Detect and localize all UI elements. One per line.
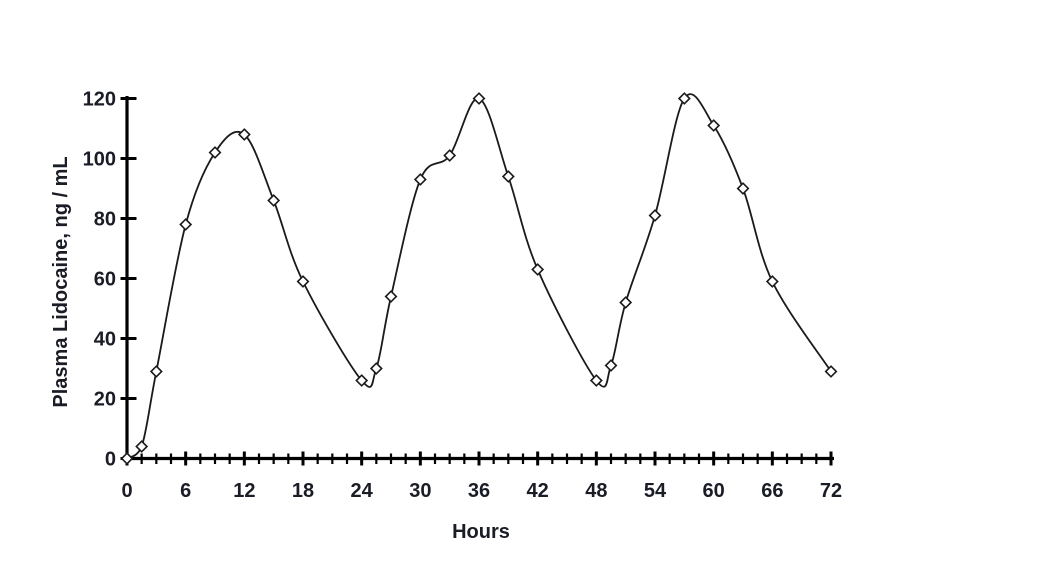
y-tick-label: 0 — [105, 449, 116, 471]
x-tick-label: 66 — [761, 480, 783, 502]
x-tick-label: 48 — [585, 480, 607, 502]
data-point-marker — [296, 275, 310, 288]
x-tick-label: 42 — [527, 480, 549, 502]
x-tick-label: 54 — [644, 480, 667, 502]
data-point-marker — [120, 452, 134, 465]
data-point-marker — [413, 173, 427, 186]
data-point-marker — [472, 92, 486, 105]
x-tick-label: 60 — [703, 480, 725, 502]
data-point-marker — [619, 296, 633, 309]
data-point-marker — [736, 182, 750, 195]
data-point-marker — [589, 374, 603, 387]
data-point-marker — [355, 374, 369, 387]
data-point-marker — [135, 440, 149, 453]
series-line — [126, 93, 832, 460]
data-point-marker — [179, 218, 193, 231]
data-point-marker — [707, 119, 721, 132]
data-point-marker — [824, 365, 838, 378]
x-tick-label: 18 — [292, 480, 314, 502]
x-tick-label: 6 — [180, 480, 191, 502]
x-tick-label: 72 — [820, 480, 842, 502]
data-point-marker — [604, 359, 618, 372]
data-point-marker — [648, 209, 662, 222]
x-tick-label: 12 — [233, 480, 255, 502]
data-point-marker — [384, 290, 398, 303]
x-tick-label: 0 — [121, 480, 132, 502]
data-point-marker — [677, 92, 691, 105]
x-axis-title: Hours — [452, 521, 510, 543]
y-tick-label: 100 — [83, 149, 116, 171]
data-point-marker — [501, 170, 515, 183]
y-tick-label: 20 — [94, 389, 116, 411]
data-point-marker — [149, 365, 163, 378]
data-point-marker — [237, 128, 251, 141]
x-tick-label: 36 — [468, 480, 490, 502]
data-point-marker — [369, 362, 383, 375]
y-tick-label: 80 — [94, 209, 116, 231]
y-tick-label: 40 — [94, 329, 116, 351]
x-tick-label: 24 — [351, 480, 374, 502]
y-axis-title: Plasma Lidocaine, ng / mL — [50, 156, 72, 408]
y-tick-label: 60 — [94, 269, 116, 291]
data-point-marker — [443, 149, 457, 162]
data-point-marker — [267, 194, 281, 207]
data-point-marker — [531, 263, 545, 276]
data-point-marker — [208, 146, 222, 159]
x-tick-label: 30 — [409, 480, 431, 502]
data-point-marker — [765, 275, 779, 288]
y-tick-label: 120 — [83, 89, 116, 111]
